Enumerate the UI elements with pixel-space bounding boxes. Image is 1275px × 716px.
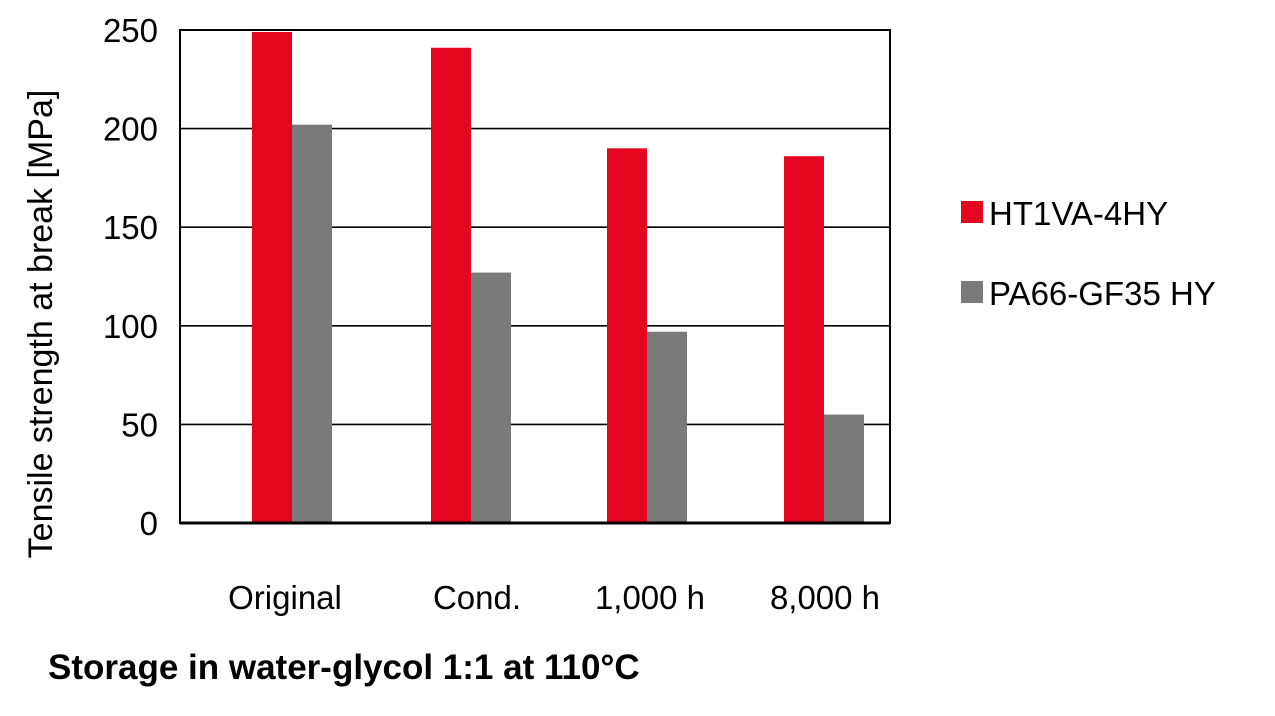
bar-ht1va-4hy xyxy=(252,31,292,524)
legend-swatch xyxy=(961,281,983,303)
x-category-label: Original xyxy=(228,579,342,616)
y-tick-labels: 0 50 100 150 200 250 xyxy=(103,12,158,542)
bar-pa66-gf35-hy xyxy=(824,414,864,523)
y-tick-label: 100 xyxy=(103,308,158,345)
legend-swatch xyxy=(961,201,983,223)
bar-pa66-gf35-hy xyxy=(647,331,687,523)
bar-ht1va-4hy xyxy=(431,47,471,524)
bar-pa66-gf35-hy xyxy=(292,124,332,523)
x-axis-title: Storage in water-glycol 1:1 at 110°C xyxy=(48,648,640,687)
legend-label: HT1VA-4HY xyxy=(989,195,1168,232)
bar-pa66-gf35-hy xyxy=(471,272,511,523)
y-tick-label: 250 xyxy=(103,12,158,49)
x-category-label: Cond. xyxy=(433,579,521,616)
bar-ht1va-4hy xyxy=(607,148,647,523)
y-tick-label: 150 xyxy=(103,209,158,246)
axes xyxy=(179,29,891,525)
x-category-label: 8,000 h xyxy=(770,579,880,616)
y-tick-label: 50 xyxy=(121,406,158,443)
x-category-labels: Original Cond. 1,000 h 8,000 h xyxy=(228,579,880,616)
y-axis-title: Tensile strength at break [MPa] xyxy=(22,90,60,559)
legend-label: PA66-GF35 HY xyxy=(989,275,1216,312)
y-tick-label: 200 xyxy=(103,111,158,148)
bar-ht1va-4hy xyxy=(784,156,824,523)
y-tick-label: 0 xyxy=(140,505,158,542)
x-category-label: 1,000 h xyxy=(595,579,705,616)
bars xyxy=(252,31,864,524)
legend: HT1VA-4HY PA66-GF35 HY xyxy=(961,195,1216,312)
